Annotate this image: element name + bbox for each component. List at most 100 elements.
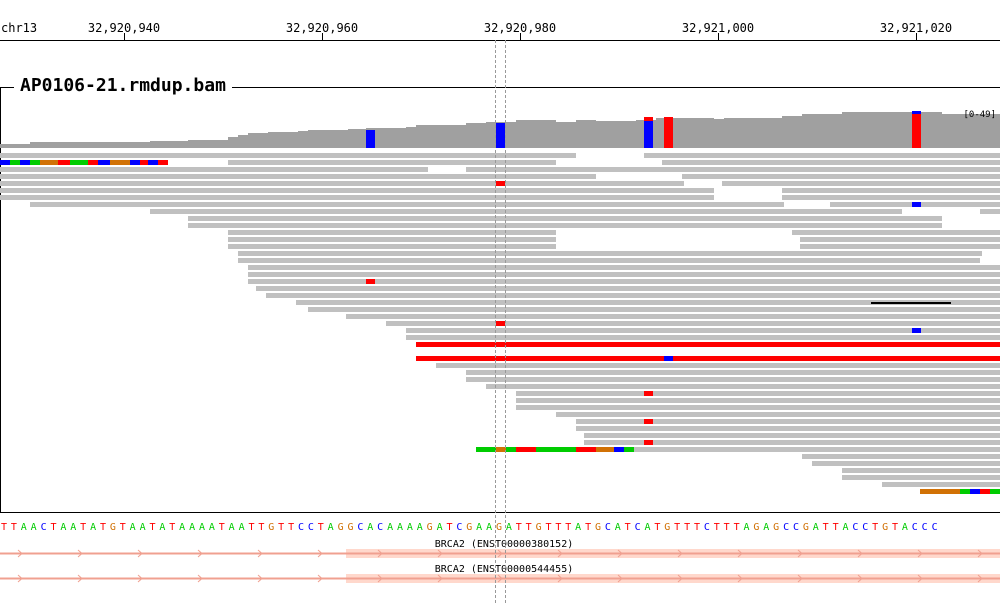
aligned-read[interactable] [238,251,982,256]
alignment-track-panel[interactable] [0,87,1000,513]
aligned-read[interactable] [346,314,1000,319]
aligned-read[interactable] [238,258,980,263]
aligned-read[interactable] [556,412,1000,417]
aligned-read[interactable] [812,461,1000,466]
reference-base: C [852,522,859,533]
reference-base: C [862,522,869,533]
aligned-read[interactable] [782,188,1000,193]
gene-line [0,552,1000,555]
soft-clip-segment [516,447,536,452]
aligned-read[interactable] [486,384,1000,389]
aligned-read[interactable] [644,153,1000,158]
coordinate-ruler[interactable]: chr13 32,920,940 32,920,960 32,920,980 3… [0,0,1000,41]
aligned-read[interactable] [308,307,1000,312]
aligned-read[interactable] [296,300,1000,305]
aligned-read[interactable] [406,335,1000,340]
aligned-read[interactable] [466,167,1000,172]
aligned-read[interactable] [0,153,576,158]
reference-base: C [357,522,364,533]
soft-clip-segment [148,160,158,165]
reference-base: T [723,522,730,533]
aligned-read[interactable] [228,244,556,249]
aligned-read[interactable] [228,237,556,242]
aligned-read[interactable] [980,209,1000,214]
coverage-bar [516,120,556,148]
aligned-read[interactable] [516,405,1000,410]
aligned-read[interactable] [682,174,1000,179]
reference-base: A [70,522,77,533]
aligned-read[interactable] [386,321,1000,326]
aligned-read[interactable] [436,363,1000,368]
strand-arrow-icon [677,549,683,558]
aligned-read[interactable] [0,174,596,179]
aligned-read[interactable] [802,454,1000,459]
coverage-bar [248,133,268,148]
reference-base: T [674,522,681,533]
reference-base: G [337,522,344,533]
strand-arrow-icon [617,549,623,558]
aligned-read[interactable] [516,391,1000,396]
ruler-tick-mark [520,33,521,40]
aligned-read[interactable] [800,244,1000,249]
reference-base: T [119,522,126,533]
aligned-read[interactable] [584,433,1000,438]
aligned-read[interactable] [150,209,902,214]
aligned-read[interactable] [266,293,1000,298]
reference-base: G [773,522,780,533]
aligned-read[interactable] [576,426,1000,431]
soft-clip-segment [496,447,506,452]
aligned-read[interactable] [248,279,1000,284]
aligned-read[interactable] [722,181,1000,186]
aligned-read[interactable] [0,188,714,193]
aligned-read[interactable] [0,181,684,186]
aligned-read[interactable] [228,230,556,235]
deletion-line [871,302,951,304]
aligned-read[interactable] [842,475,1000,480]
strand-arrow-icon [977,549,983,558]
aligned-read[interactable] [576,419,1000,424]
aligned-read[interactable] [30,202,784,207]
aligned-read[interactable] [842,468,1000,473]
aligned-read[interactable] [466,377,1000,382]
aligned-read[interactable] [584,440,1000,445]
aligned-read[interactable] [248,272,1000,277]
coverage-mismatch-bar [496,123,505,148]
aligned-read[interactable] [188,216,942,221]
coverage-mismatch-bar [912,111,921,114]
aligned-read[interactable] [792,230,1000,235]
aligned-read[interactable] [188,223,942,228]
gene-label[interactable]: BRCA2 (ENST00000380152) [434,539,574,550]
aligned-read[interactable] [256,286,1000,291]
soft-clip-segment [158,160,168,165]
strand-arrow-icon [77,549,83,558]
soft-clip-segment [624,447,634,452]
aligned-read[interactable] [466,370,1000,375]
gene-label[interactable]: BRCA2 (ENST00000544455) [434,564,574,575]
reference-base: A [20,522,27,533]
aligned-read[interactable] [516,398,1000,403]
aligned-read[interactable] [0,167,428,172]
mismatch-base [644,391,653,396]
aligned-read[interactable] [782,195,1000,200]
soft-clip-segment [476,447,496,452]
reference-base: C [911,522,918,533]
soft-clip-segment [20,160,30,165]
aligned-read[interactable] [476,447,1000,452]
reference-base: T [822,522,829,533]
aligned-read[interactable] [416,342,1000,347]
coverage-bar [228,137,238,148]
aligned-read[interactable] [228,160,556,165]
aligned-read[interactable] [800,237,1000,242]
aligned-read[interactable] [0,195,714,200]
aligned-read[interactable] [416,356,1000,361]
aligned-read[interactable] [662,160,1000,165]
reference-base: C [307,522,314,533]
aligned-read[interactable] [248,265,1000,270]
track-title[interactable]: AP0106-21.rmdup.bam [14,75,232,96]
mismatch-base [644,419,653,424]
aligned-read[interactable] [406,328,1000,333]
mismatch-base [664,356,673,361]
strand-arrow-icon [77,574,83,583]
aligned-read[interactable] [882,482,1000,487]
